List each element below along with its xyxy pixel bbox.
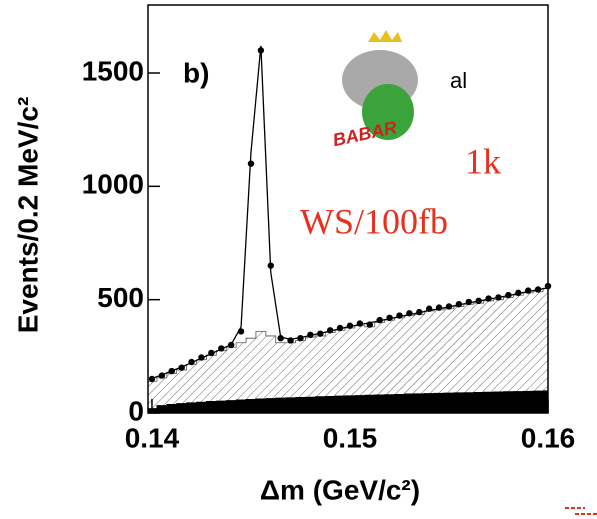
data-point bbox=[515, 289, 522, 297]
data-point bbox=[237, 328, 245, 335]
partial-text: al bbox=[450, 68, 467, 93]
data-point bbox=[505, 291, 512, 299]
data-point bbox=[326, 327, 334, 334]
y-tick-label: 1000 bbox=[82, 169, 144, 200]
data-point bbox=[356, 320, 364, 327]
data-point bbox=[524, 287, 532, 294]
data-point bbox=[227, 341, 235, 349]
data-point bbox=[218, 345, 225, 352]
data-point bbox=[475, 297, 482, 304]
decoration bbox=[565, 507, 597, 515]
y-tick-label: 0 bbox=[128, 395, 144, 426]
data-point bbox=[158, 372, 166, 379]
logo-body bbox=[362, 84, 414, 140]
data-point bbox=[178, 364, 185, 371]
data-point bbox=[208, 349, 215, 357]
data-point bbox=[346, 322, 354, 329]
data-point bbox=[257, 47, 265, 54]
x-tick-label: 0.14 bbox=[125, 422, 180, 453]
plot-area bbox=[147, 45, 552, 414]
data-point bbox=[435, 304, 443, 311]
data-point bbox=[386, 314, 393, 321]
data-point bbox=[247, 160, 255, 167]
data-point bbox=[445, 303, 453, 310]
data-point bbox=[297, 335, 304, 342]
logo: BABAR bbox=[331, 30, 418, 150]
y-tick-label: 1500 bbox=[82, 55, 144, 86]
filled-area bbox=[147, 390, 549, 414]
data-point bbox=[287, 337, 294, 344]
data-point bbox=[198, 354, 205, 361]
annotation: WS/100fb bbox=[300, 201, 448, 241]
hatched-area bbox=[147, 287, 549, 414]
annotation: 1k bbox=[465, 141, 501, 181]
data-point bbox=[396, 312, 403, 319]
data-point bbox=[495, 294, 502, 301]
x-tick-label: 0.15 bbox=[323, 422, 378, 453]
data-point bbox=[277, 335, 284, 342]
data-point bbox=[317, 330, 324, 337]
data-point bbox=[465, 298, 472, 306]
data-point bbox=[425, 305, 433, 312]
data-point bbox=[376, 316, 383, 324]
data-point bbox=[406, 310, 413, 317]
data-point bbox=[455, 301, 463, 308]
data-point bbox=[188, 358, 195, 366]
frame bbox=[147, 4, 549, 414]
panel-label: b) bbox=[183, 57, 209, 88]
y-tick-label: 500 bbox=[97, 282, 144, 313]
y-axis-label: Events/0.2 MeV/c² bbox=[12, 97, 43, 334]
x-axis-label: Δm (GeV/c²) bbox=[260, 474, 420, 505]
data-point bbox=[336, 324, 344, 332]
x-tick-label: 0.16 bbox=[521, 422, 576, 453]
logo-crown bbox=[368, 30, 402, 42]
data-point bbox=[168, 367, 175, 375]
data-point bbox=[416, 308, 423, 316]
data-point bbox=[307, 331, 314, 338]
data-point bbox=[534, 286, 542, 293]
data-point bbox=[366, 321, 373, 328]
data-point bbox=[148, 375, 156, 383]
data-point bbox=[267, 262, 274, 269]
data-point bbox=[485, 295, 492, 302]
